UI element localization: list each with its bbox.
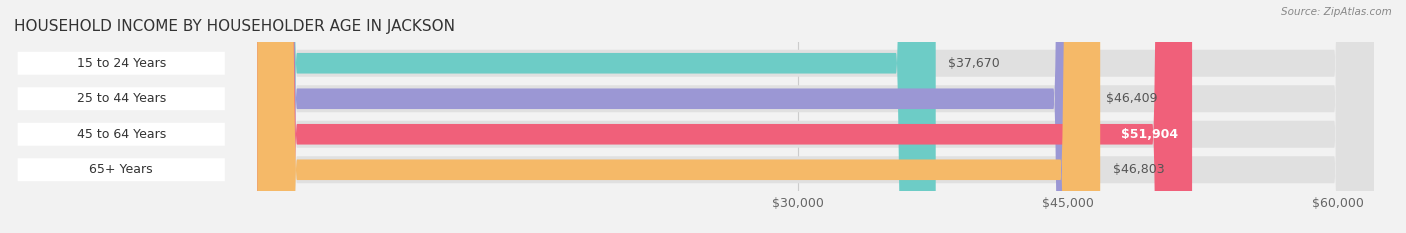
Text: 65+ Years: 65+ Years <box>90 163 153 176</box>
FancyBboxPatch shape <box>257 0 1101 233</box>
FancyBboxPatch shape <box>18 123 225 146</box>
FancyBboxPatch shape <box>257 0 936 233</box>
Text: Source: ZipAtlas.com: Source: ZipAtlas.com <box>1281 7 1392 17</box>
FancyBboxPatch shape <box>257 0 1092 233</box>
FancyBboxPatch shape <box>18 158 225 181</box>
Text: $46,803: $46,803 <box>1112 163 1164 176</box>
FancyBboxPatch shape <box>257 0 1374 233</box>
FancyBboxPatch shape <box>18 87 225 110</box>
Text: HOUSEHOLD INCOME BY HOUSEHOLDER AGE IN JACKSON: HOUSEHOLD INCOME BY HOUSEHOLDER AGE IN J… <box>14 19 456 34</box>
FancyBboxPatch shape <box>257 0 1374 233</box>
FancyBboxPatch shape <box>257 0 1374 233</box>
Text: 45 to 64 Years: 45 to 64 Years <box>76 128 166 141</box>
Text: 15 to 24 Years: 15 to 24 Years <box>76 57 166 70</box>
Text: 25 to 44 Years: 25 to 44 Years <box>76 92 166 105</box>
FancyBboxPatch shape <box>257 0 1374 233</box>
FancyBboxPatch shape <box>257 0 1192 233</box>
Text: $46,409: $46,409 <box>1105 92 1157 105</box>
Text: $37,670: $37,670 <box>948 57 1000 70</box>
FancyBboxPatch shape <box>18 52 225 75</box>
Text: $51,904: $51,904 <box>1121 128 1178 141</box>
